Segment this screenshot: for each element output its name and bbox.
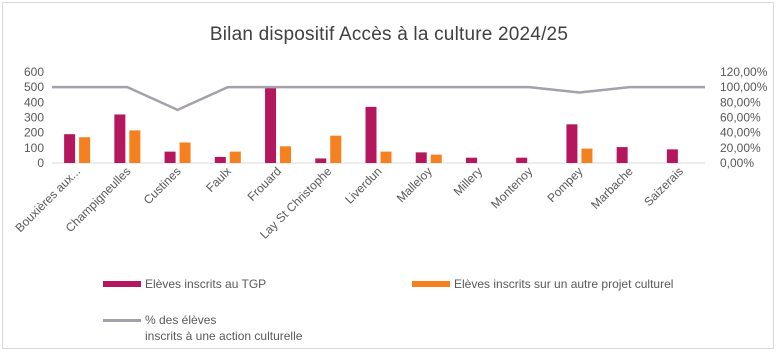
bar-tgp — [114, 114, 126, 163]
bar-tgp — [64, 134, 76, 163]
bar-tgp — [265, 87, 277, 163]
legend-swatch-autre-projet — [412, 281, 450, 287]
y-tick-label: 600 — [24, 65, 44, 79]
y-tick-label: 400 — [24, 95, 44, 109]
x-tick-label: Liverdun — [342, 164, 384, 206]
bar-tgp — [516, 157, 528, 163]
y-tick-label: 200 — [24, 126, 44, 140]
legend-line-pourcentage — [103, 319, 141, 322]
legend-label-tgp: Elèves inscrits au TGP — [145, 277, 267, 291]
y-tick-label: 500 — [24, 80, 44, 94]
legend-swatch-tgp — [103, 281, 141, 287]
line-pourcentage — [52, 85, 705, 112]
bar-autre-projet — [79, 137, 91, 163]
y2-tick-label: 100,00% — [720, 80, 768, 94]
legend-item-tgp: Elèves inscrits au TGP — [103, 276, 266, 292]
bar-tgp — [365, 106, 377, 163]
x-tick-label: Faulx — [203, 164, 234, 195]
y2-tick-label: 40,00% — [720, 126, 761, 140]
bar-autre-projet — [581, 148, 593, 163]
x-tick-label: Frouard — [245, 164, 285, 204]
bar-autre-projet — [380, 151, 392, 163]
y-tick-label: 0 — [37, 156, 44, 170]
y2-tick-label: 120,00% — [720, 65, 768, 79]
y2-tick-label: 0,00% — [720, 156, 754, 170]
x-tick-label: Millery — [451, 164, 485, 198]
y2-tick-label: 20,00% — [720, 141, 761, 155]
y-tick-label: 100 — [24, 141, 44, 155]
bar-autre-projet — [330, 135, 342, 163]
x-tick-label: Malleloy — [394, 164, 435, 205]
legend-item-pourcentage: % des élèves inscrits à une action cultu… — [103, 312, 302, 344]
bar-autre-projet — [280, 146, 292, 163]
bar-tgp — [666, 149, 678, 163]
bar-tgp — [465, 157, 477, 163]
y2-tick-label: 60,00% — [720, 111, 761, 125]
bar-autre-projet — [179, 142, 191, 163]
bar-tgp — [616, 147, 628, 163]
chart-title: Bilan dispositif Accès à la culture 2024… — [209, 24, 569, 45]
legend-label-autre-projet: Elèves inscrits sur un autre projet cult… — [454, 277, 674, 291]
bar-tgp — [315, 158, 327, 163]
x-tick-label: Saizerais — [641, 164, 686, 209]
x-tick-label: Custines — [141, 164, 184, 207]
bar-autre-projet — [430, 154, 442, 163]
y-tick-label: 300 — [24, 111, 44, 125]
chart-frame — [2, 2, 774, 349]
bar-autre-projet — [229, 151, 241, 163]
bar-tgp — [566, 124, 578, 163]
x-tick-label: Montenoy — [488, 164, 535, 211]
legend-item-autre-projet: Elèves inscrits sur un autre projet cult… — [412, 276, 673, 292]
bar-tgp — [415, 152, 427, 163]
x-tick-label: Marbache — [588, 164, 636, 212]
bar-tgp — [164, 151, 176, 163]
bar-tgp — [214, 156, 226, 163]
legend-label-pourcentage: % des élèves inscrits à une action cultu… — [145, 313, 303, 343]
x-tick-label: Pompey — [545, 164, 586, 205]
bar-autre-projet — [129, 130, 141, 163]
y2-tick-label: 80,00% — [720, 95, 761, 109]
